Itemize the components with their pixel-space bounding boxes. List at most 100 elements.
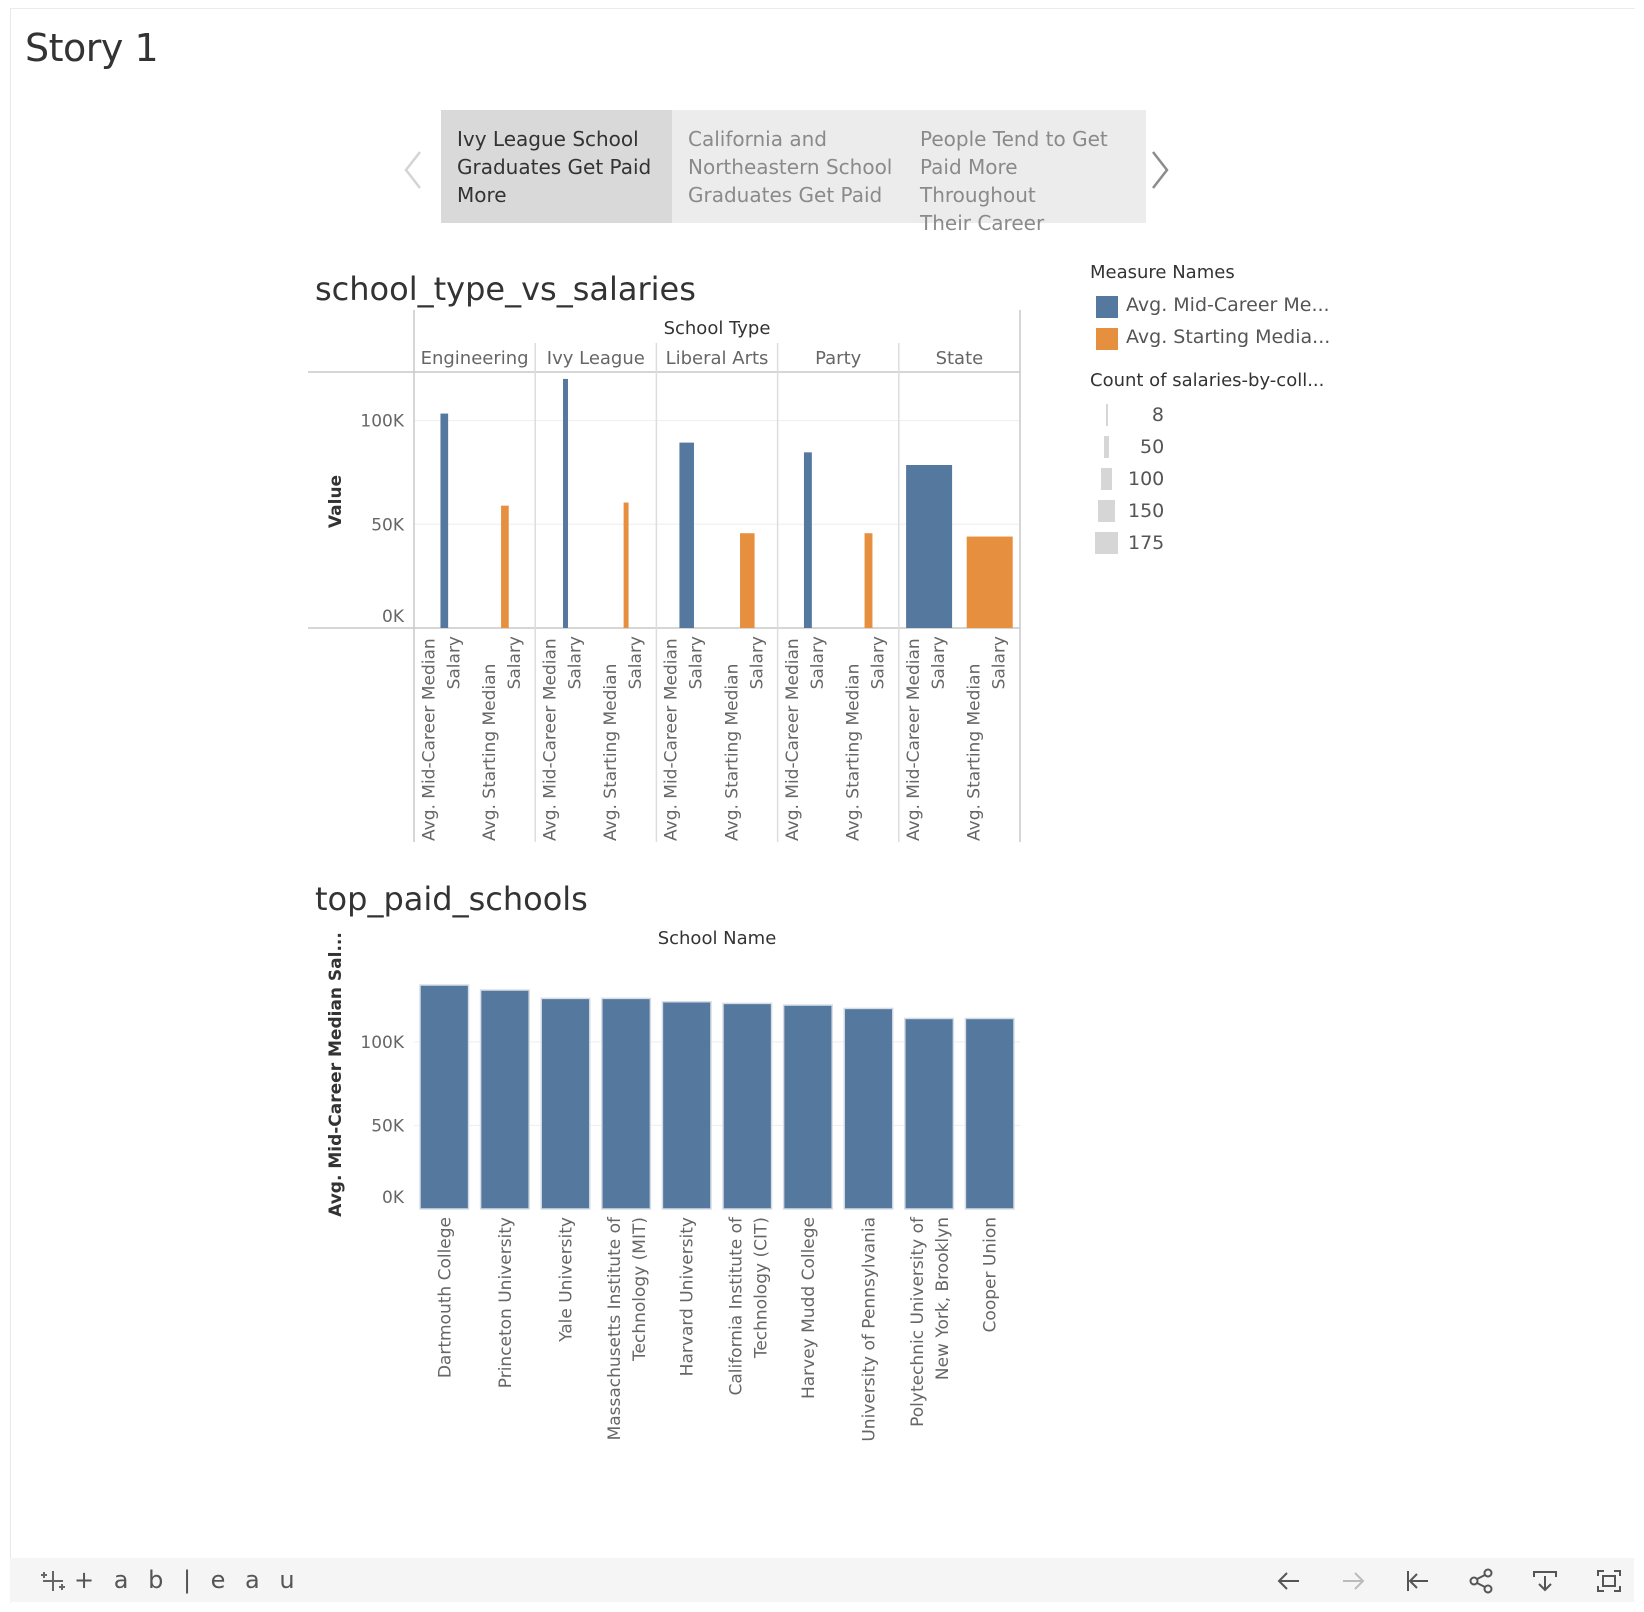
size-legend-mark — [1104, 436, 1109, 458]
size-legend-title: Count of salaries-by-coll... — [1090, 370, 1325, 391]
download-icon[interactable] — [1532, 1568, 1558, 1594]
bar-mid-career — [679, 442, 694, 628]
school-name-label: Technology (CIT) — [751, 1217, 771, 1359]
bar-mid-career — [563, 378, 568, 628]
bar-school — [479, 989, 530, 1210]
legend-item-mid-career[interactable]: Avg. Mid-Career Me... — [1126, 294, 1330, 316]
size-legend-label: 175 — [1128, 532, 1165, 554]
measure-tick-label: Avg. Mid-Career Median — [419, 638, 439, 841]
size-legend-mark — [1106, 404, 1108, 426]
y-axis-title: Value — [326, 475, 346, 528]
tableau-logo-text: + a b | e a u — [74, 1566, 301, 1594]
bar-school — [904, 1017, 955, 1210]
fullscreen-icon[interactable] — [1596, 1568, 1622, 1594]
bar-starting — [966, 536, 1013, 628]
school-name-label: Princeton University — [496, 1217, 516, 1388]
legend-item-starting[interactable]: Avg. Starting Media... — [1126, 326, 1331, 348]
school-name-label: Technology (MIT) — [630, 1217, 650, 1362]
school-name-label: New York, Brooklyn — [933, 1217, 953, 1380]
next-story-point-icon[interactable] — [1145, 148, 1175, 192]
size-legend-mark — [1095, 532, 1118, 554]
y-tick-label: 50K — [371, 515, 405, 535]
measure-tick-label: Avg. Mid-Career Median — [541, 638, 561, 841]
measure-tick-label: Salary — [808, 636, 828, 689]
y-axis-title: Avg. Mid-Career Median Sal... — [326, 932, 346, 1217]
y-tick-label: 0K — [382, 1188, 405, 1208]
measure-tick-label: Avg. Mid-Career Median — [662, 638, 682, 841]
measure-tick-label: Avg. Mid-Career Median — [783, 638, 803, 841]
y-tick-label: 100K — [360, 1033, 404, 1053]
category-header-label: Ivy League — [547, 348, 645, 369]
column-header-title: School Type — [664, 318, 771, 339]
legend-swatch-starting — [1096, 328, 1118, 350]
measure-tick-label: Salary — [626, 636, 646, 689]
share-icon[interactable] — [1468, 1568, 1494, 1594]
y-tick-label: 50K — [371, 1116, 405, 1136]
tab-label-line: More — [457, 183, 507, 207]
size-legend-label: 8 — [1151, 404, 1164, 426]
chart-title-top-paid: top_paid_schools — [315, 880, 588, 918]
bar-school — [419, 984, 470, 1210]
chart-title-school-type: school_type_vs_salaries — [315, 270, 696, 308]
bar-starting — [501, 505, 509, 628]
measure-tick-label: Avg. Starting Median — [722, 664, 742, 841]
measure-tick-label: Salary — [687, 636, 707, 689]
size-legend-mark — [1101, 468, 1112, 490]
redo-icon[interactable] — [1340, 1568, 1366, 1594]
measure-tick-label: Avg. Starting Median — [480, 664, 500, 841]
bar-mid-career — [906, 465, 953, 628]
story-point-tab-1[interactable]: Ivy League School Graduates Get Paid Mor… — [441, 110, 683, 223]
school-name-label: Harvey Mudd College — [799, 1217, 819, 1399]
school-name-label: Dartmouth College — [435, 1217, 455, 1378]
bar-school — [964, 1017, 1015, 1210]
tab-label-line: Graduates Get Paid — [688, 183, 883, 207]
story-point-tab-3[interactable]: People Tend to Get Paid More Throughout … — [904, 110, 1146, 235]
legend-swatch-mid-career — [1096, 296, 1118, 318]
size-legend-mark — [1098, 500, 1115, 522]
measure-tick-label: Avg. Starting Median — [844, 664, 864, 841]
tab-label-line: Northeastern School — [688, 155, 893, 179]
top-paid-schools-chart: School Name Dartmouth College Princeton Un… — [326, 928, 1020, 1442]
measure-tick-label: Salary — [869, 636, 889, 689]
revert-icon[interactable] — [1404, 1568, 1430, 1594]
bar-school — [782, 1004, 833, 1210]
previous-story-point-icon[interactable] — [398, 148, 428, 192]
school-type-vs-salaries-chart: School Type Engineering Avg. Mid-Career Me… — [308, 310, 1021, 842]
measure-tick-label: Salary — [747, 636, 767, 689]
measure-tick-label: Salary — [566, 636, 586, 689]
bar-mid-career — [440, 413, 449, 628]
y-tick-label: 100K — [360, 412, 404, 432]
size-legend-label: 50 — [1140, 436, 1165, 458]
measure-tick-label: Salary — [505, 636, 525, 689]
bar-starting — [740, 533, 755, 628]
category-header-label: Party — [815, 348, 862, 369]
school-name-label: Massachusetts Institute of — [605, 1216, 625, 1440]
measure-tick-label: Salary — [444, 636, 464, 689]
school-name-label: University of Pennsylvania — [860, 1217, 880, 1442]
bar-school — [843, 1007, 894, 1210]
size-legend-label: 100 — [1128, 468, 1165, 490]
measure-tick-label: Avg. Starting Median — [601, 664, 621, 841]
bar-starting — [864, 533, 873, 628]
school-name-label: Cooper Union — [981, 1217, 1001, 1332]
bar-school — [601, 997, 652, 1210]
measure-tick-label: Salary — [990, 636, 1010, 689]
story-point-tab-2[interactable]: California and Northeastern School Gradu… — [672, 110, 914, 223]
tab-label-line: California and — [688, 127, 827, 151]
bar-school — [722, 1002, 773, 1210]
undo-icon[interactable] — [1276, 1568, 1302, 1594]
tab-label-line: Paid More Throughout — [920, 155, 1036, 207]
column-header-title: School Name — [658, 928, 777, 949]
school-name-label: Polytechnic University of — [908, 1216, 928, 1427]
school-name-label: California Institute of — [726, 1216, 746, 1396]
category-header-label: Liberal Arts — [666, 348, 769, 369]
tab-label-line: Their Career — [920, 211, 1045, 235]
color-legend-title: Measure Names — [1090, 262, 1235, 283]
school-name-label: Harvard University — [678, 1217, 698, 1376]
tab-label-line: People Tend to Get — [920, 127, 1108, 151]
tab-label-line: Ivy League School — [457, 127, 639, 151]
measure-tick-label: Salary — [929, 636, 949, 689]
category-header-label: Engineering — [421, 348, 529, 369]
bar-school — [661, 1000, 712, 1210]
bar-school — [540, 997, 591, 1210]
